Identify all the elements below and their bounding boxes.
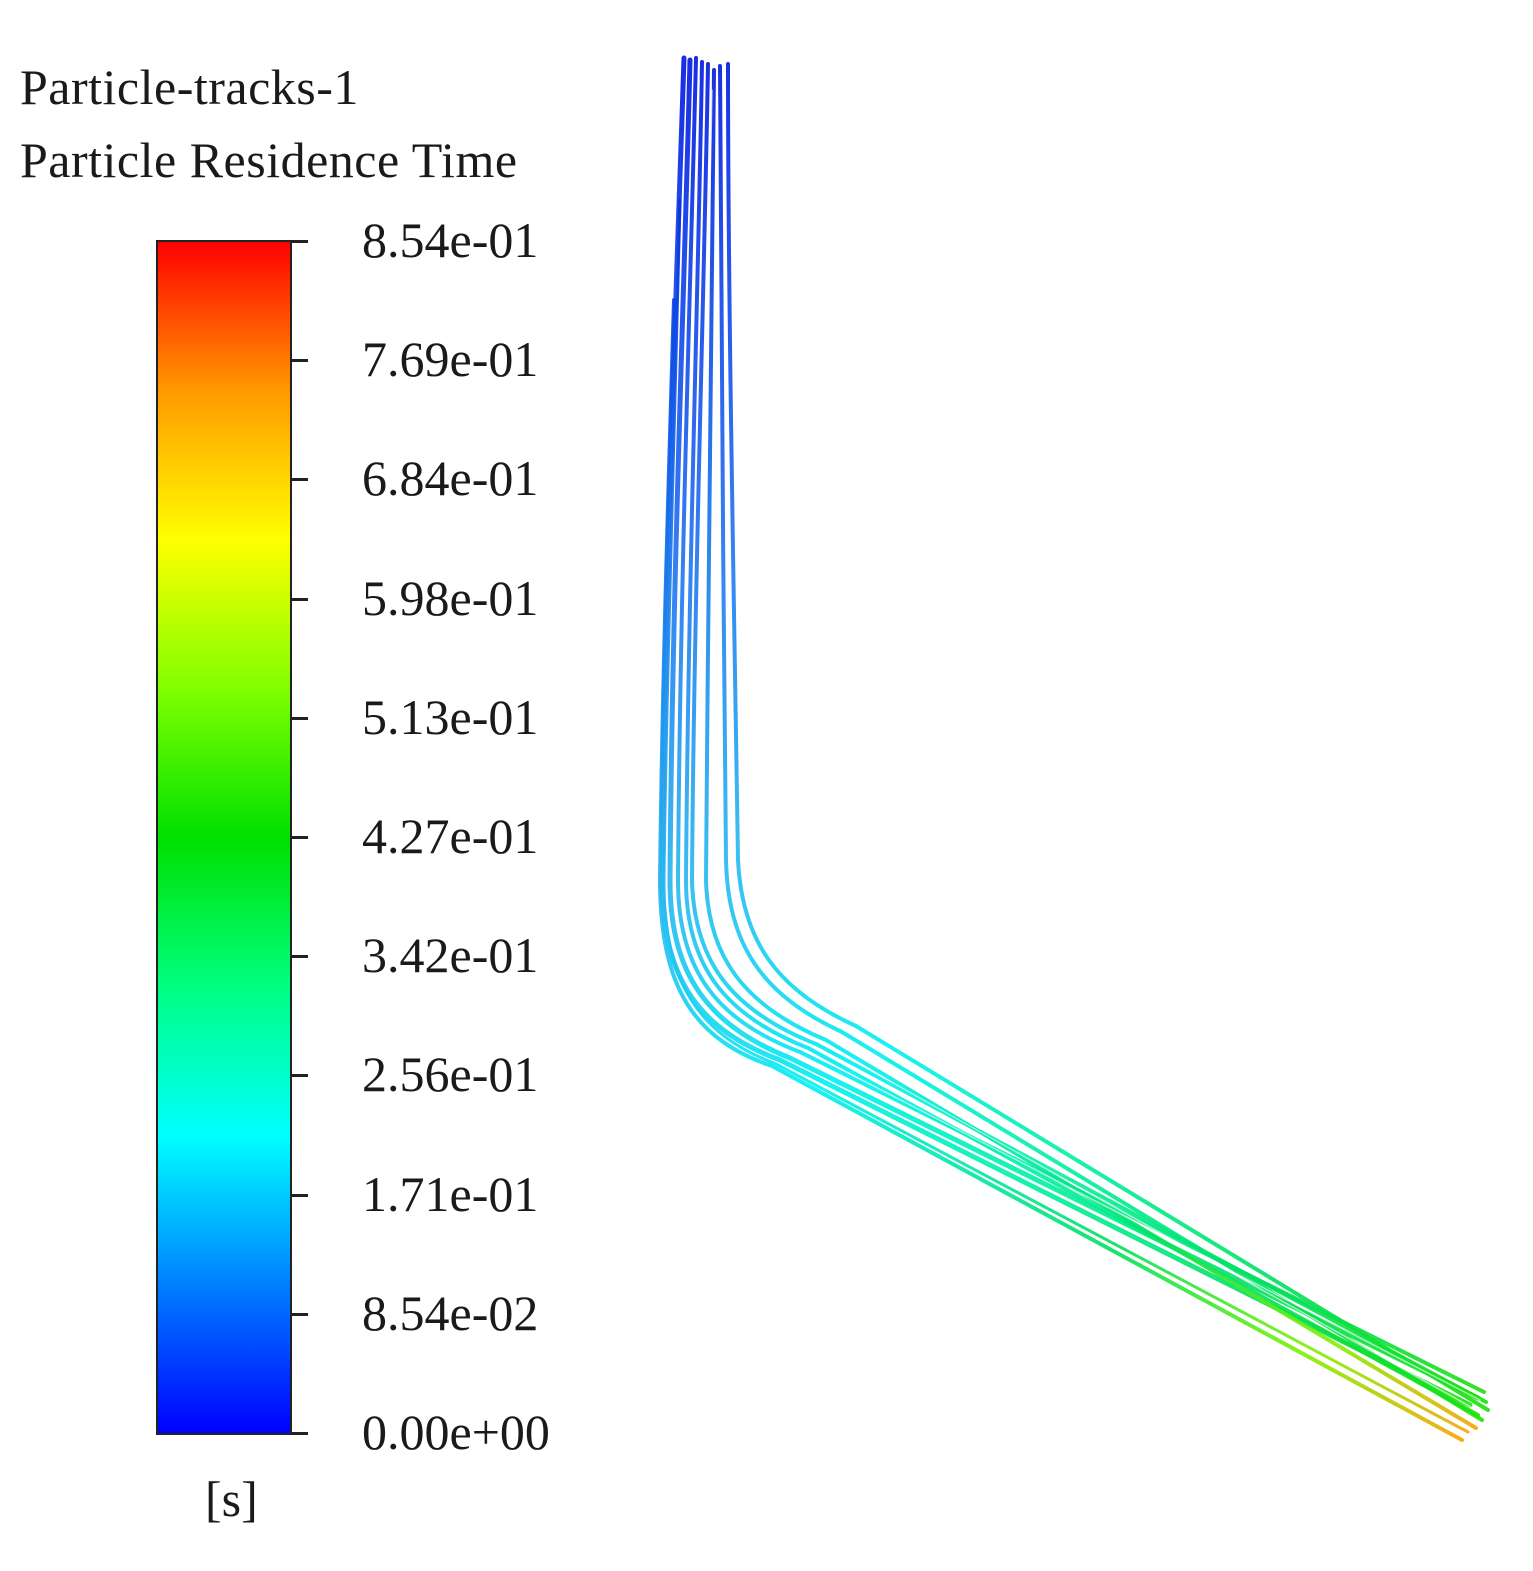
legend-title-line1: Particle-tracks-1 bbox=[20, 59, 359, 115]
particle-track bbox=[657, 298, 1464, 1442]
legend-tick-mark bbox=[292, 1432, 308, 1435]
legend-tick-mark bbox=[292, 478, 308, 482]
legend-tick-label: 5.13e-01 bbox=[362, 688, 539, 745]
legend-tick-label: 4.27e-01 bbox=[362, 808, 539, 864]
legend-tick-mark bbox=[292, 240, 308, 243]
legend-tick-mark bbox=[292, 597, 308, 601]
particle-track bbox=[689, 62, 1488, 1404]
legend-tick-label: 1.71e-01 bbox=[362, 1165, 539, 1222]
legend-tick-label: 8.54e-01 bbox=[362, 212, 539, 268]
legend-unit-label: [s] bbox=[205, 1471, 258, 1527]
legend-tick-label: 8.54e-02 bbox=[362, 1284, 539, 1341]
color-legend-bar bbox=[156, 240, 292, 1435]
particle-track bbox=[662, 198, 1470, 1434]
legend-tick-mark bbox=[292, 716, 308, 720]
particle-track bbox=[683, 60, 1480, 1417]
particle-track bbox=[675, 56, 1486, 1394]
legend-tick-label: 3.42e-01 bbox=[362, 927, 539, 984]
particle-track bbox=[703, 68, 1478, 1430]
particle-track bbox=[659, 55, 1473, 1408]
legend-tick-mark bbox=[292, 836, 308, 839]
legend-tick-mark bbox=[292, 955, 308, 959]
legend-tick-mark bbox=[292, 1193, 308, 1197]
legend-tick-label: 2.56e-01 bbox=[362, 1046, 539, 1103]
particle-track bbox=[726, 62, 1490, 1412]
particle-track bbox=[667, 57, 1481, 1401]
particle-track-gap bbox=[697, 89, 1481, 1413]
legend-tick-mark bbox=[292, 1074, 308, 1078]
particle-track-gap bbox=[681, 79, 1481, 1401]
legend-tick-label: 5.98e-01 bbox=[362, 569, 539, 626]
legend-tick-mark bbox=[292, 359, 308, 363]
particle-track bbox=[718, 64, 1484, 1422]
legend-title-line2: Particle Residence Time bbox=[20, 132, 518, 188]
legend-tick-mark bbox=[292, 1312, 308, 1316]
legend-tick-label: 0.00e+00 bbox=[362, 1404, 550, 1460]
particle-tracks-group bbox=[657, 55, 1490, 1442]
legend-tick-label: 6.84e-01 bbox=[362, 450, 539, 507]
legend-tick-label: 7.69e-01 bbox=[362, 331, 539, 388]
